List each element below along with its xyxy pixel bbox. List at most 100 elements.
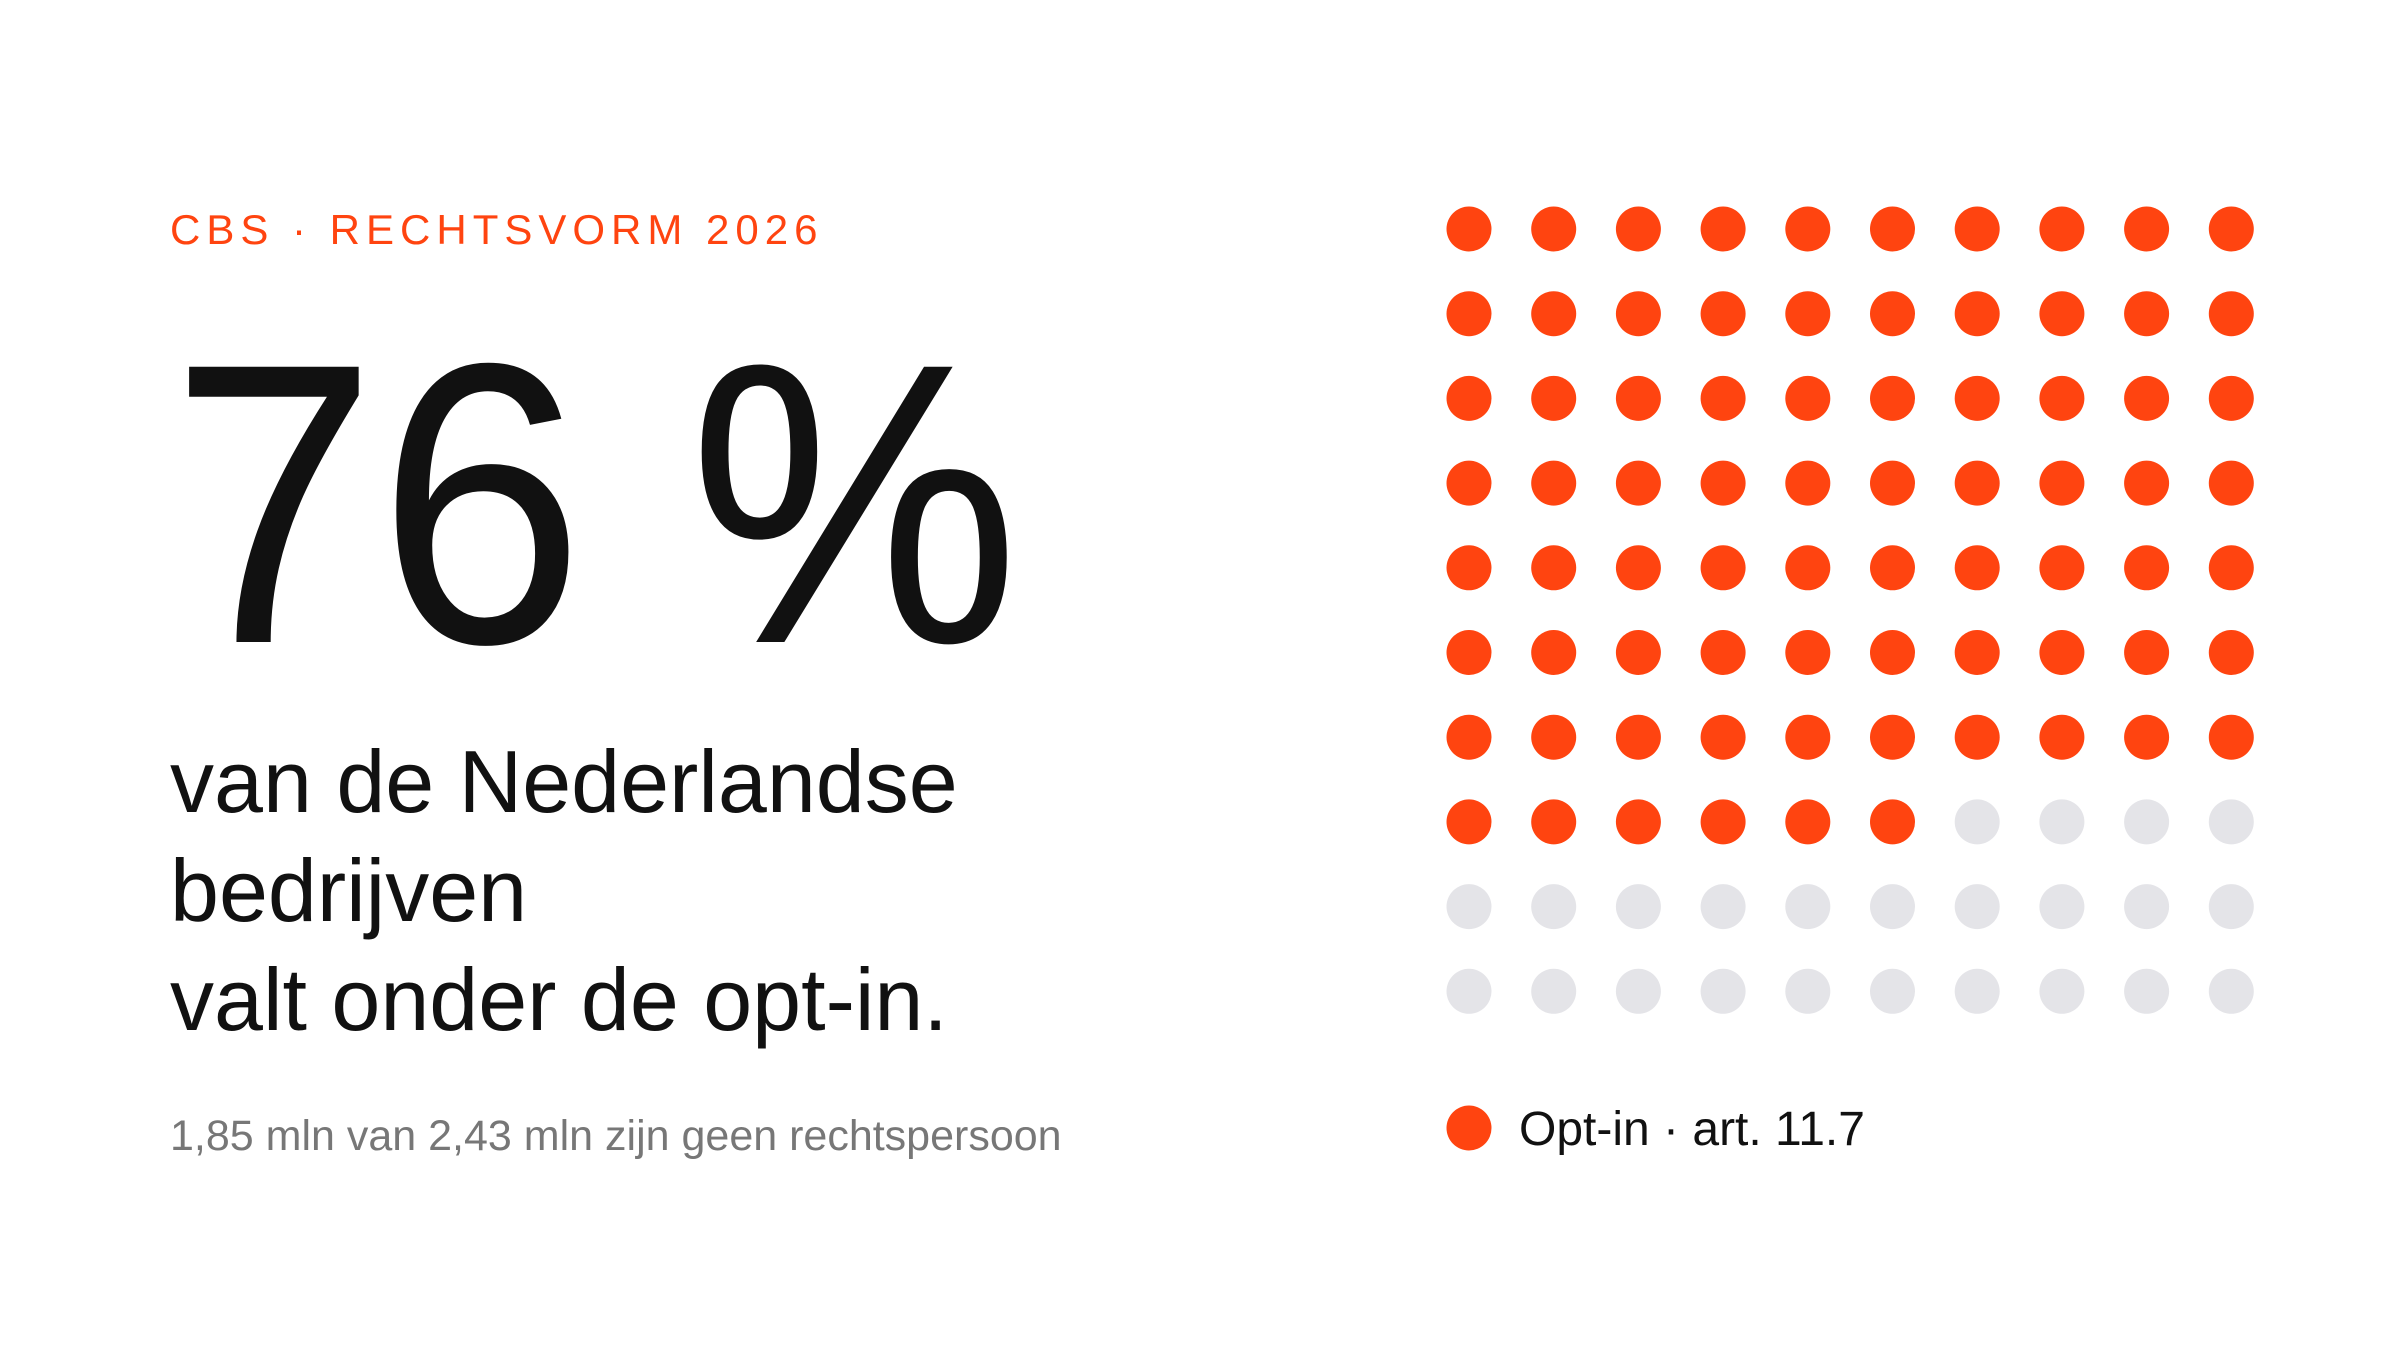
dot	[2208, 206, 2254, 252]
dot	[1785, 375, 1831, 421]
dot-empty	[2124, 884, 2170, 930]
dot	[1870, 206, 1915, 252]
dot	[1700, 206, 1746, 252]
dot-empty	[1785, 884, 1831, 930]
dot	[1785, 206, 1831, 252]
dot	[2039, 291, 2085, 337]
waffle-grid	[1446, 206, 2254, 1014]
headline-line: van de Nederlandse	[170, 732, 958, 831]
dot	[1700, 291, 1746, 337]
dot-empty	[2039, 968, 2085, 1014]
dot	[1446, 799, 1492, 845]
dot	[2124, 630, 2170, 675]
dot	[1446, 375, 1492, 421]
dot	[1785, 545, 1831, 591]
dot	[1531, 545, 1577, 591]
dot	[1870, 714, 1915, 760]
dot	[1446, 206, 1492, 252]
dot	[1531, 291, 1577, 337]
dot	[1870, 460, 1915, 506]
dot-empty	[2208, 799, 2254, 845]
dot	[2208, 714, 2254, 760]
dot-empty	[1446, 968, 1492, 1014]
dot	[1446, 291, 1492, 337]
dot-empty	[2208, 884, 2254, 930]
dot	[1531, 375, 1577, 421]
dot	[1785, 799, 1831, 845]
dot	[1954, 206, 2000, 252]
dot	[2039, 714, 2085, 760]
dot-empty	[1785, 968, 1831, 1014]
dot	[1700, 375, 1746, 421]
dot	[1446, 460, 1492, 506]
dot	[1785, 714, 1831, 760]
dot	[2039, 206, 2085, 252]
headline-line: valt onder de opt-in.	[170, 950, 948, 1049]
dot	[2124, 206, 2170, 252]
dot	[1870, 630, 1915, 675]
legend-label: Opt-in · art. 11.7	[1519, 1103, 1865, 1156]
dot	[1870, 799, 1915, 845]
dot-empty	[2124, 968, 2170, 1014]
dot-empty	[1870, 968, 1915, 1014]
dot-empty	[2124, 799, 2170, 845]
dot	[1870, 291, 1915, 337]
dot	[1700, 799, 1746, 845]
dot-empty	[1446, 884, 1492, 930]
dot	[1531, 799, 1577, 845]
dot	[1954, 630, 2000, 675]
dot	[2208, 460, 2254, 506]
dot	[1870, 545, 1915, 591]
dot	[1615, 291, 1661, 337]
dot-empty	[1531, 968, 1577, 1014]
dot-empty	[1700, 968, 1746, 1014]
dot	[2039, 545, 2085, 591]
legend-swatch	[1446, 1105, 1492, 1151]
dot	[1531, 630, 1577, 675]
dot	[1615, 460, 1661, 506]
dot	[1446, 714, 1492, 760]
dot	[2208, 291, 2254, 337]
dot	[1446, 630, 1492, 675]
dot-empty	[1615, 884, 1661, 930]
dot	[2039, 460, 2085, 506]
dot	[2124, 291, 2170, 337]
dot	[1615, 375, 1661, 421]
dot	[1615, 545, 1661, 591]
kicker: CBS · RECHTSVORM 2026	[170, 206, 823, 253]
dot	[1531, 206, 1577, 252]
dot	[2039, 375, 2085, 421]
dot-empty	[1870, 884, 1915, 930]
dot-empty	[2208, 968, 2254, 1014]
dot	[1785, 460, 1831, 506]
dot	[2208, 545, 2254, 591]
big-number: 76 %	[170, 280, 1020, 727]
dot	[1531, 714, 1577, 760]
headline-line: bedrijven	[170, 841, 527, 940]
dot	[1954, 291, 2000, 337]
dot	[1615, 630, 1661, 675]
dot-empty	[1615, 968, 1661, 1014]
dot-empty	[1531, 884, 1577, 930]
dot	[2039, 630, 2085, 675]
dot	[1785, 291, 1831, 337]
dot-empty	[1954, 884, 2000, 930]
dot	[1615, 206, 1661, 252]
dot	[1531, 460, 1577, 506]
dot	[1954, 545, 2000, 591]
dot	[1954, 460, 2000, 506]
dot	[1785, 630, 1831, 675]
dot	[1446, 545, 1492, 591]
dot	[1615, 714, 1661, 760]
dot-empty	[1954, 968, 2000, 1014]
dot	[1700, 460, 1746, 506]
dot-empty	[2039, 884, 2085, 930]
dot	[1954, 375, 2000, 421]
dot	[2208, 630, 2254, 675]
dot	[2124, 375, 2170, 421]
dot-empty	[1954, 799, 2000, 845]
dot	[1700, 714, 1746, 760]
